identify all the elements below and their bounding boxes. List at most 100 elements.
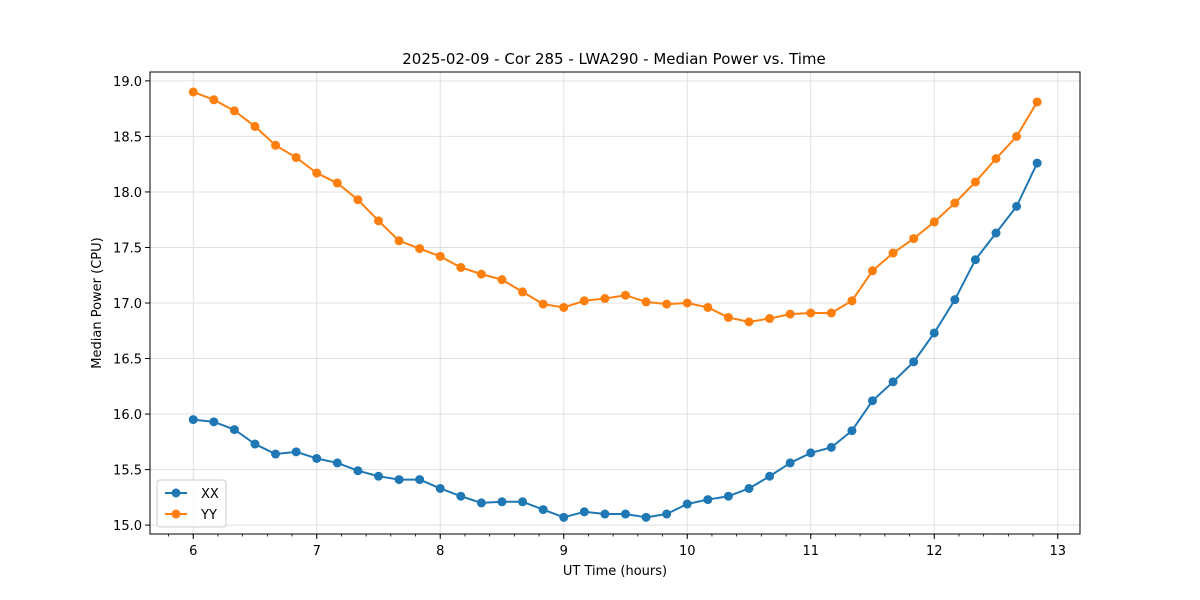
x-tick-label: 6 bbox=[189, 544, 197, 559]
data-point-xx bbox=[229, 425, 239, 435]
data-point-yy bbox=[641, 297, 651, 307]
data-point-yy bbox=[723, 312, 733, 322]
data-point-yy bbox=[312, 168, 322, 178]
data-point-yy bbox=[435, 251, 445, 261]
data-point-xx bbox=[271, 449, 281, 459]
data-point-xx bbox=[188, 415, 198, 425]
data-point-yy bbox=[229, 106, 239, 116]
x-tick-label: 11 bbox=[802, 544, 819, 559]
y-tick-label: 17.5 bbox=[113, 241, 142, 256]
x-tick-label: 13 bbox=[1049, 544, 1066, 559]
legend-label-xx: XX bbox=[201, 487, 219, 502]
data-point-xx bbox=[394, 475, 404, 485]
data-point-xx bbox=[291, 447, 301, 457]
data-point-yy bbox=[806, 308, 816, 318]
data-point-yy bbox=[291, 153, 301, 163]
data-point-yy bbox=[579, 296, 589, 306]
data-point-yy bbox=[929, 217, 939, 227]
data-point-yy bbox=[744, 317, 754, 327]
data-point-xx bbox=[888, 377, 898, 387]
data-point-xx bbox=[456, 491, 466, 501]
data-point-xx bbox=[209, 417, 219, 427]
data-point-yy bbox=[271, 140, 281, 150]
data-point-yy bbox=[847, 296, 857, 306]
grid-lines bbox=[150, 72, 1080, 534]
data-point-yy bbox=[703, 302, 713, 312]
y-tick-label: 18.0 bbox=[113, 186, 142, 201]
y-axis-label: Median Power (CPU) bbox=[90, 237, 105, 368]
data-point-xx bbox=[1032, 158, 1042, 168]
data-point-yy bbox=[332, 178, 342, 188]
data-point-xx bbox=[950, 295, 960, 305]
x-tick-label: 7 bbox=[313, 544, 321, 559]
data-point-yy bbox=[662, 299, 672, 309]
data-point-yy bbox=[415, 244, 425, 254]
data-point-xx bbox=[312, 453, 322, 463]
data-point-xx bbox=[929, 328, 939, 338]
x-tick-label: 10 bbox=[679, 544, 696, 559]
data-point-yy bbox=[188, 87, 198, 97]
data-point-yy bbox=[909, 234, 919, 244]
data-point-xx bbox=[970, 255, 980, 265]
legend-label-yy: YY bbox=[200, 508, 217, 523]
data-point-xx bbox=[765, 471, 775, 481]
data-point-yy bbox=[1012, 131, 1022, 141]
data-point-xx bbox=[415, 475, 425, 485]
y-tick-label: 19.0 bbox=[113, 75, 142, 90]
data-point-yy bbox=[621, 290, 630, 300]
series-xx bbox=[188, 158, 1042, 522]
data-point-xx bbox=[744, 483, 754, 493]
data-point-xx bbox=[579, 507, 589, 517]
y-tick-label: 15.5 bbox=[113, 464, 142, 479]
data-point-xx bbox=[518, 497, 528, 507]
data-point-yy bbox=[250, 121, 260, 131]
data-point-xx bbox=[435, 483, 445, 493]
y-tick-label: 15.0 bbox=[113, 519, 142, 534]
x-tick-label: 8 bbox=[436, 544, 444, 559]
y-tick-label: 18.5 bbox=[113, 130, 142, 145]
data-point-xx bbox=[497, 497, 507, 507]
series-yy bbox=[188, 87, 1042, 327]
data-point-yy bbox=[1032, 97, 1042, 107]
x-tick-label: 12 bbox=[926, 544, 943, 559]
data-point-xx bbox=[600, 509, 610, 519]
legend-marker-xx bbox=[171, 488, 181, 498]
y-tick-label: 16.0 bbox=[113, 408, 142, 423]
data-point-xx bbox=[353, 466, 363, 476]
data-point-yy bbox=[476, 269, 486, 279]
data-point-xx bbox=[332, 458, 342, 468]
y-tick-label: 16.5 bbox=[113, 353, 142, 368]
data-point-yy bbox=[991, 154, 1001, 164]
data-point-xx bbox=[1012, 201, 1022, 211]
chart-title: 2025-02-09 - Cor 285 - LWA290 - Median P… bbox=[402, 50, 826, 68]
data-point-xx bbox=[868, 396, 878, 406]
legend: XX YY bbox=[156, 479, 227, 528]
data-point-yy bbox=[209, 95, 219, 105]
data-point-xx bbox=[476, 498, 486, 508]
data-point-xx bbox=[785, 458, 795, 468]
data-point-xx bbox=[723, 491, 733, 501]
legend-marker-yy bbox=[171, 509, 181, 519]
data-point-xx bbox=[847, 426, 857, 436]
data-point-xx bbox=[641, 512, 651, 522]
data-point-xx bbox=[538, 505, 548, 515]
data-point-xx bbox=[373, 471, 383, 481]
data-point-yy bbox=[394, 236, 404, 246]
data-point-xx bbox=[621, 509, 630, 519]
data-point-xx bbox=[682, 499, 692, 509]
y-tick-label: 17.0 bbox=[113, 297, 142, 312]
data-point-yy bbox=[682, 298, 692, 308]
data-point-yy bbox=[600, 294, 610, 304]
data-point-yy bbox=[538, 299, 548, 309]
data-point-xx bbox=[703, 495, 713, 505]
data-point-yy bbox=[456, 262, 466, 272]
x-tick-label: 9 bbox=[560, 544, 568, 559]
data-point-xx bbox=[559, 512, 569, 522]
x-axis-ticks: 6 7 8 9 10 11 12 13 bbox=[168, 534, 1066, 559]
data-point-xx bbox=[826, 442, 836, 452]
data-point-yy bbox=[785, 309, 795, 319]
data-point-yy bbox=[826, 308, 836, 318]
data-point-yy bbox=[518, 287, 528, 297]
data-point-yy bbox=[353, 195, 363, 205]
